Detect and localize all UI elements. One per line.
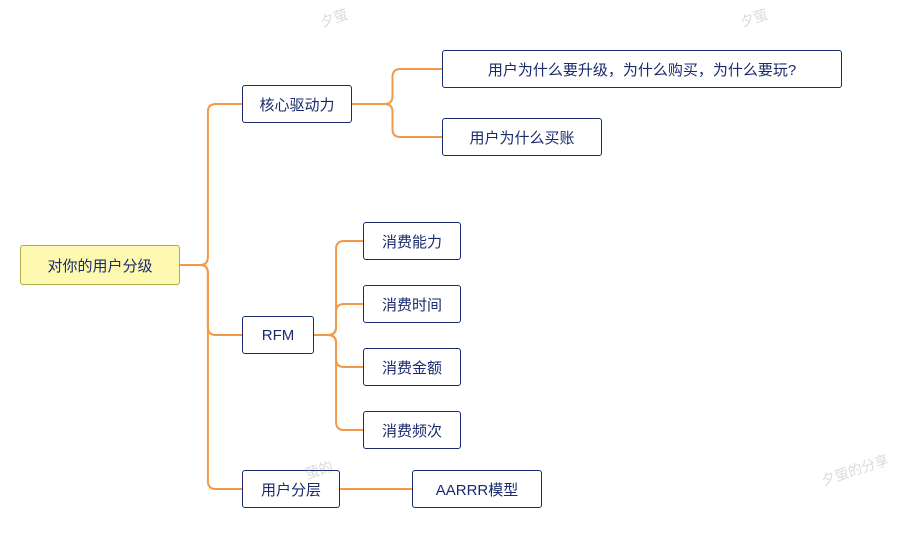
tree-node: AARRR模型 bbox=[412, 470, 542, 508]
tree-node: 核心驱动力 bbox=[242, 85, 352, 123]
root-node: 对你的用户分级 bbox=[20, 245, 180, 285]
tree-node: 消费时间 bbox=[363, 285, 461, 323]
watermark: 夕萤 bbox=[318, 4, 351, 32]
watermark: 夕萤的分享 bbox=[819, 450, 892, 491]
tree-node: 用户为什么买账 bbox=[442, 118, 602, 156]
tree-node: RFM bbox=[242, 316, 314, 354]
tree-node: 消费频次 bbox=[363, 411, 461, 449]
watermark: 夕萤 bbox=[738, 4, 771, 32]
tree-node: 消费金额 bbox=[363, 348, 461, 386]
tree-node: 用户为什么要升级，为什么购买，为什么要玩? bbox=[442, 50, 842, 88]
tree-node: 消费能力 bbox=[363, 222, 461, 260]
tree-node: 用户分层 bbox=[242, 470, 340, 508]
